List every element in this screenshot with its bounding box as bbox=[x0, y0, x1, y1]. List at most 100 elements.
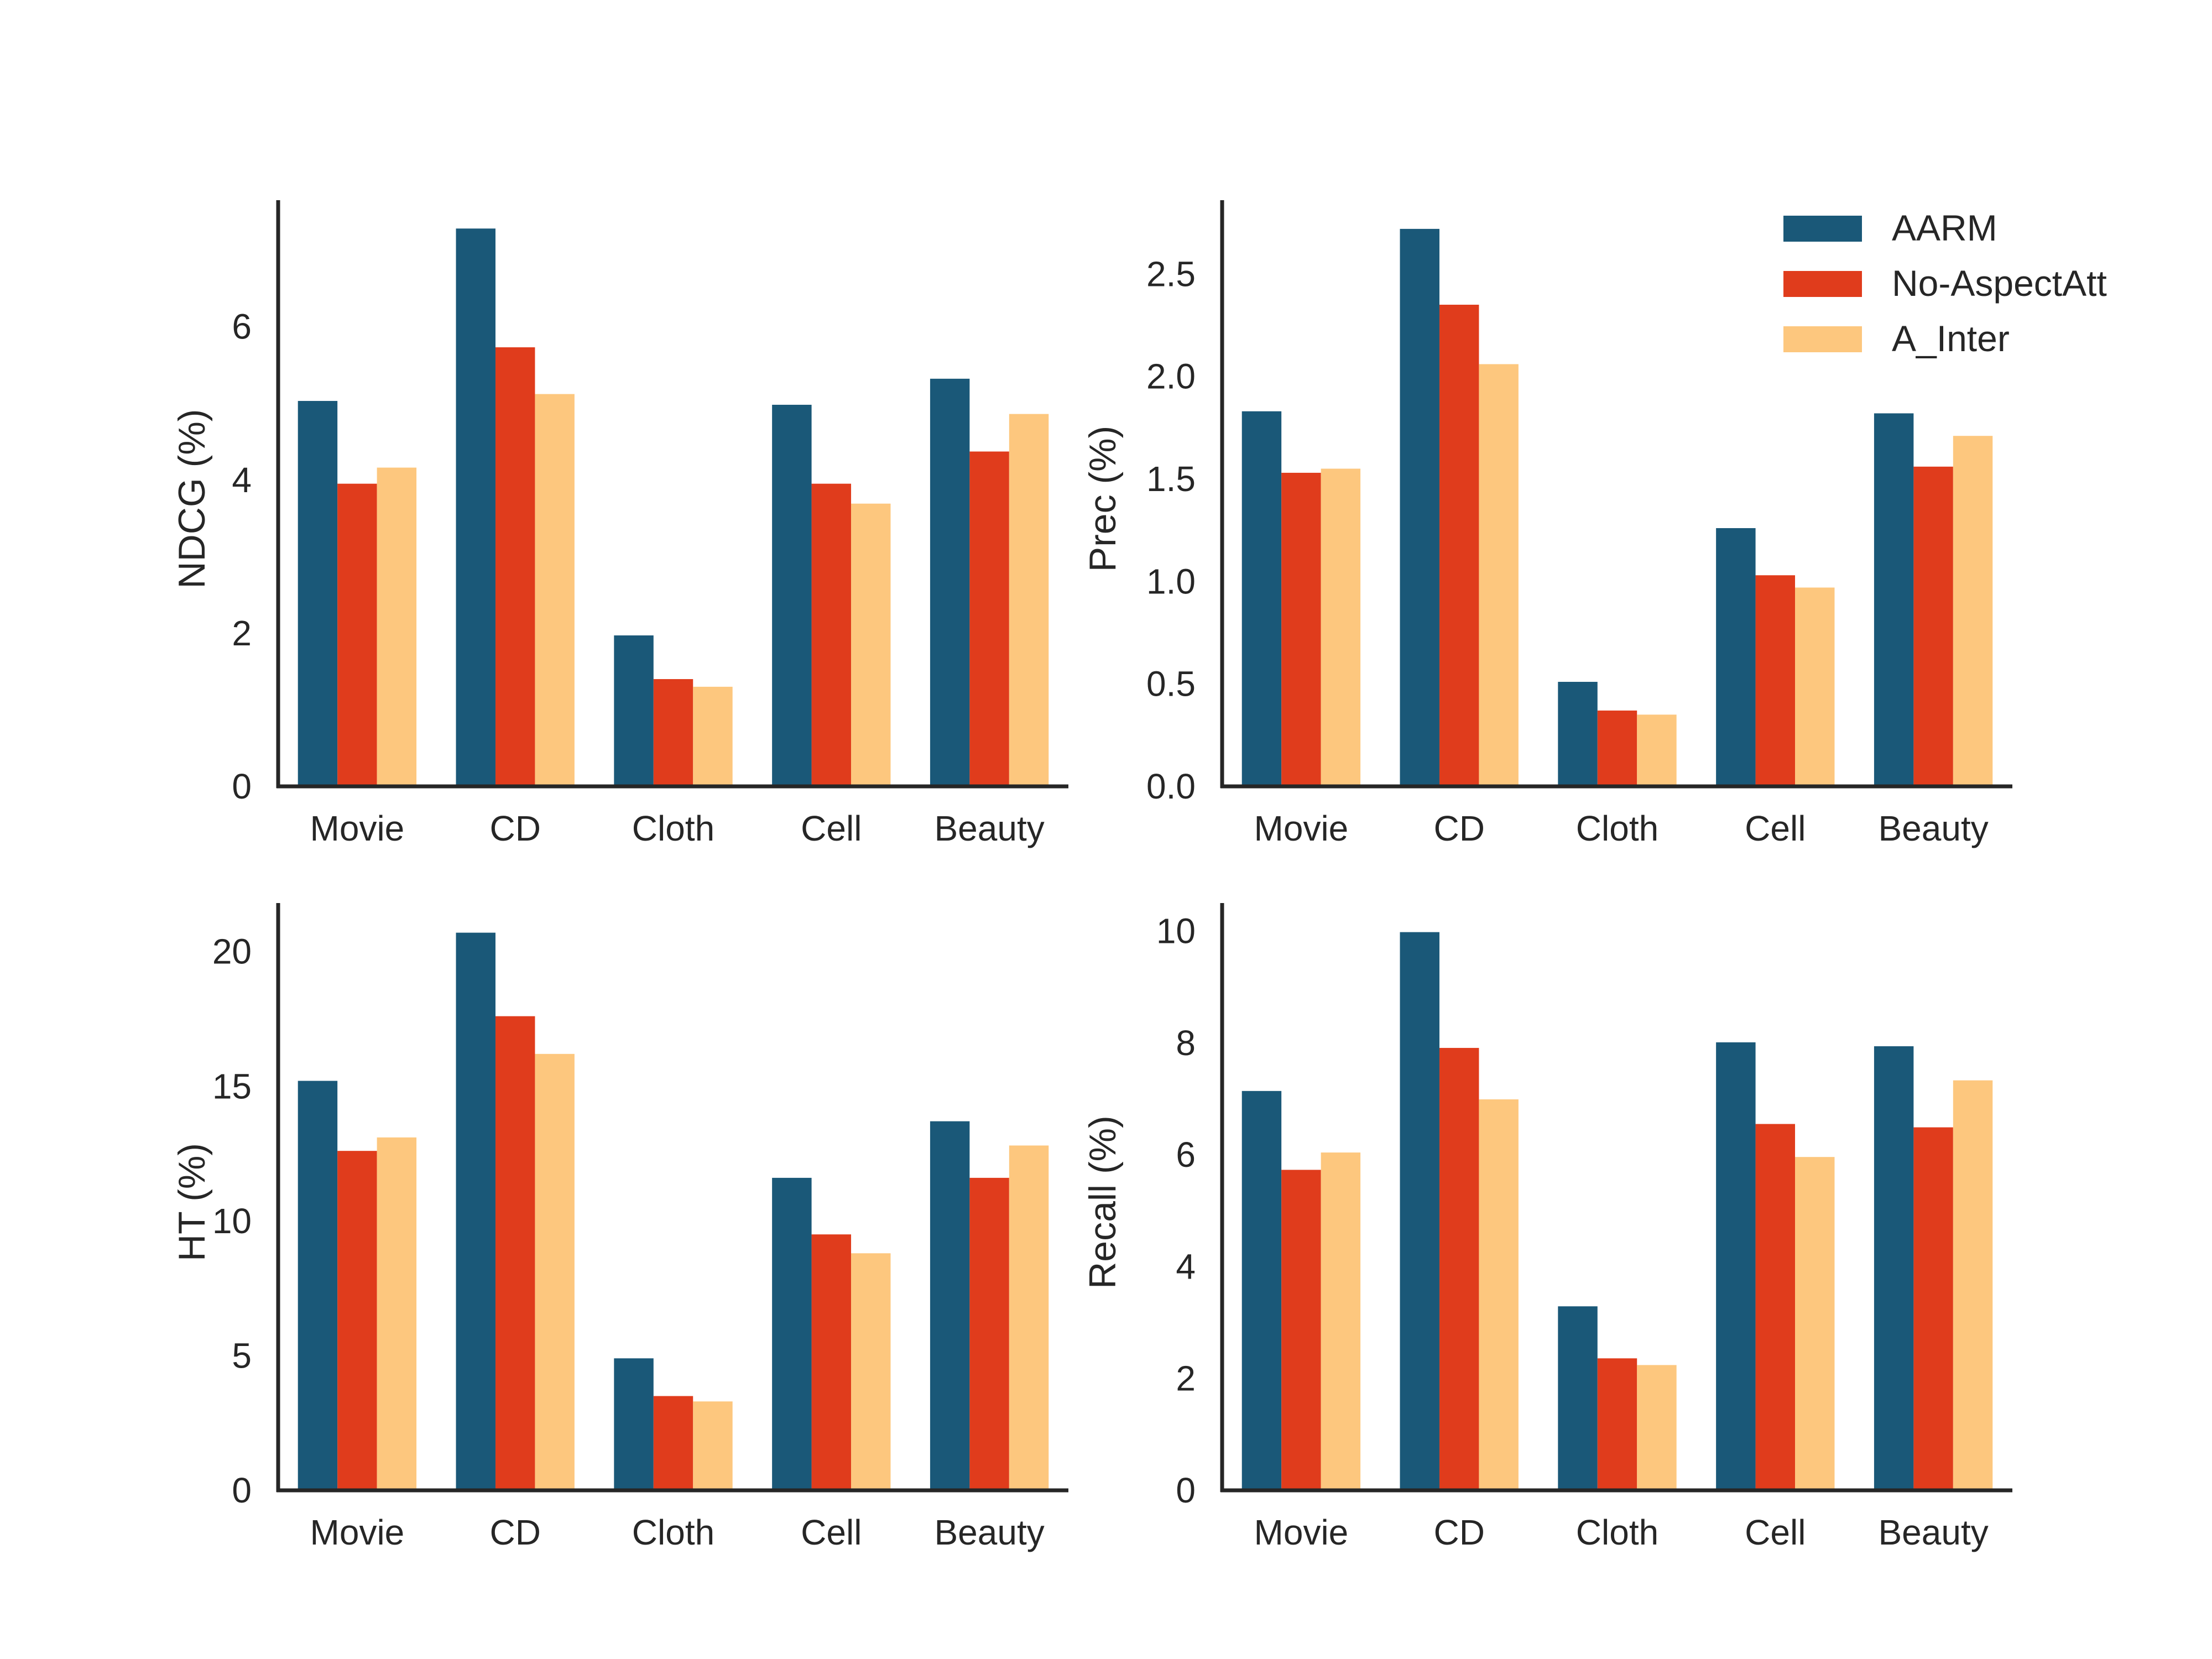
panel-prec: 0.0 0.5 1.0 1.5 2.0 2.5 Movie CD Cloth Cell Beauty… bbox=[1082, 200, 2012, 848]
bar-no-aspectatt-cell bbox=[811, 1234, 852, 1490]
y-tick-label: 6 bbox=[232, 307, 252, 347]
bar-aarm-cd bbox=[1400, 932, 1439, 1490]
legend-label-aarm: AARM bbox=[1892, 207, 1997, 248]
bar-aarm-cd bbox=[456, 228, 495, 786]
bar-aarm-beauty bbox=[1874, 413, 1914, 786]
x-tick-label-beauty: Beauty bbox=[1878, 808, 1988, 848]
x-tick-label-cell: Cell bbox=[801, 1512, 862, 1552]
bar-a-inter-cd bbox=[1479, 1099, 1519, 1490]
bar-no-aspectatt-beauty bbox=[969, 1177, 1009, 1490]
x-tick-label-cloth: Cloth bbox=[632, 1512, 714, 1552]
x-tick-label-cloth: Cloth bbox=[1576, 1512, 1658, 1552]
y-tick-label: 2 bbox=[232, 613, 252, 653]
bar-no-aspectatt-cell bbox=[1755, 1124, 1796, 1490]
x-tick-label-beauty: Beauty bbox=[934, 808, 1044, 848]
bar-no-aspectatt-cell bbox=[811, 483, 852, 786]
bar-aarm-cloth bbox=[1558, 1306, 1598, 1490]
y-tick-label: 5 bbox=[232, 1335, 252, 1375]
bar-aarm-beauty bbox=[930, 1121, 970, 1490]
x-tick-label-cell: Cell bbox=[801, 808, 862, 848]
bar-a-inter-cell bbox=[851, 1253, 891, 1490]
y-tick-label: 0 bbox=[232, 1470, 252, 1510]
bar-a-inter-cloth bbox=[1637, 1365, 1677, 1490]
bar-aarm-movie bbox=[1241, 1091, 1282, 1490]
legend-swatch-aarm bbox=[1783, 216, 1862, 242]
x-tick-label-beauty: Beauty bbox=[934, 1512, 1044, 1552]
bar-no-aspectatt-beauty bbox=[1913, 1127, 1953, 1490]
x-tick-label-beauty: Beauty bbox=[1878, 1512, 1988, 1552]
y-tick-label: 2.5 bbox=[1146, 254, 1196, 294]
bar-a-inter-beauty bbox=[1953, 1080, 1993, 1490]
bar-aarm-beauty bbox=[1874, 1046, 1914, 1490]
x-tick-label-movie: Movie bbox=[310, 1512, 405, 1552]
y-tick-label: 6 bbox=[1176, 1135, 1196, 1175]
bar-aarm-cell bbox=[772, 1177, 812, 1490]
x-tick-label-cell: Cell bbox=[1745, 808, 1806, 848]
bar-no-aspectatt-cd bbox=[1439, 305, 1479, 786]
bar-aarm-cd bbox=[456, 932, 495, 1490]
bar-a-inter-cell bbox=[851, 503, 891, 786]
y-tick-label: 1.5 bbox=[1146, 459, 1196, 499]
legend-swatch-no-aspectatt bbox=[1783, 271, 1862, 297]
legend-swatch-a-inter bbox=[1783, 326, 1862, 352]
x-tick-label-cloth: Cloth bbox=[1576, 808, 1658, 848]
bar-aarm-cloth bbox=[1558, 681, 1598, 786]
bar-no-aspectatt-cloth bbox=[1597, 710, 1637, 786]
bar-a-inter-cd bbox=[535, 394, 575, 786]
bar-no-aspectatt-movie bbox=[1281, 1170, 1321, 1490]
y-tick-label: 10 bbox=[212, 1201, 252, 1241]
bar-no-aspectatt-movie bbox=[1281, 472, 1321, 786]
legend: AARM No-AspectAtt A_Inter bbox=[1783, 207, 2107, 359]
y-tick-label: 1.0 bbox=[1146, 561, 1196, 601]
bar-a-inter-beauty bbox=[1953, 436, 1993, 786]
bar-a-inter-beauty bbox=[1009, 414, 1049, 786]
y-tick-label: 20 bbox=[212, 932, 252, 972]
y-tick-label: 0 bbox=[232, 766, 252, 806]
bar-no-aspectatt-movie bbox=[337, 1151, 377, 1490]
y-axis-label: Prec (%) bbox=[1082, 426, 1124, 572]
bar-a-inter-cd bbox=[535, 1053, 575, 1490]
bar-aarm-cell bbox=[1716, 528, 1756, 786]
bar-a-inter-cloth bbox=[693, 1401, 733, 1490]
y-tick-label: 8 bbox=[1176, 1023, 1196, 1063]
bar-a-inter-cd bbox=[1479, 364, 1519, 786]
bar-a-inter-cloth bbox=[693, 686, 733, 786]
y-axis-label: HT (%) bbox=[171, 1143, 213, 1261]
x-tick-label-movie: Movie bbox=[1254, 808, 1349, 848]
legend-label-a-inter: A_Inter bbox=[1892, 318, 2010, 359]
y-tick-label: 0.5 bbox=[1146, 664, 1196, 704]
bar-aarm-cloth bbox=[614, 635, 654, 786]
bar-aarm-movie bbox=[298, 1081, 338, 1490]
bar-a-inter-movie bbox=[1321, 1152, 1361, 1490]
x-tick-label-cell: Cell bbox=[1745, 1512, 1806, 1552]
bar-no-aspectatt-cloth bbox=[653, 679, 693, 786]
y-tick-label: 0 bbox=[1176, 1470, 1196, 1510]
panel-ht: 0 5 10 15 20 Movie CD Cloth Cell Beauty HT (%) bbox=[171, 903, 1068, 1552]
bar-no-aspectatt-cd bbox=[495, 347, 535, 786]
y-axis-label: NDCG (%) bbox=[171, 409, 213, 589]
bar-aarm-movie bbox=[1241, 411, 1282, 786]
bar-no-aspectatt-cd bbox=[1439, 1047, 1479, 1490]
bar-no-aspectatt-cloth bbox=[653, 1396, 693, 1490]
bar-a-inter-beauty bbox=[1009, 1145, 1049, 1490]
bar-a-inter-cell bbox=[1795, 587, 1835, 786]
y-tick-label: 2 bbox=[1176, 1359, 1196, 1399]
bar-no-aspectatt-beauty bbox=[1913, 466, 1953, 786]
panel-ndcg: 0 2 4 6 Movie CD Cloth Cell Beauty NDCG (%) bbox=[171, 200, 1068, 848]
y-tick-label: 4 bbox=[232, 460, 252, 500]
bar-a-inter-cell bbox=[1795, 1157, 1835, 1490]
bar-a-inter-movie bbox=[377, 1137, 417, 1490]
x-tick-label-movie: Movie bbox=[310, 808, 405, 848]
bar-aarm-cd bbox=[1400, 228, 1439, 786]
x-tick-label-cd: CD bbox=[489, 808, 540, 848]
panel-recall: 0 2 4 6 8 10 Movie CD Cloth Cell Beauty Recall (%) bbox=[1082, 903, 2012, 1552]
bar-no-aspectatt-cell bbox=[1755, 575, 1796, 786]
bar-no-aspectatt-cloth bbox=[1597, 1358, 1637, 1490]
bar-a-inter-movie bbox=[377, 467, 417, 786]
x-tick-label-cd: CD bbox=[489, 1512, 540, 1552]
bar-aarm-cloth bbox=[614, 1358, 654, 1490]
bar-a-inter-movie bbox=[1321, 468, 1361, 786]
x-tick-label-cloth: Cloth bbox=[632, 808, 714, 848]
y-tick-label: 15 bbox=[212, 1066, 252, 1106]
